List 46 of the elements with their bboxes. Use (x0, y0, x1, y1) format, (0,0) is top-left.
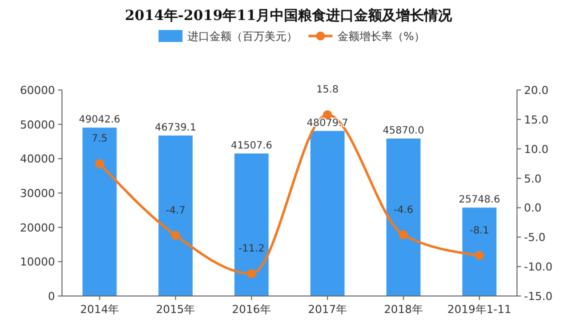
y-tick-label: 30000 (20, 187, 55, 200)
chart-title: 2014年-2019年11月中国粮食进口金额及增长情况 (124, 7, 454, 24)
bar (82, 128, 117, 296)
x-tick-label: 2018年 (384, 303, 423, 316)
y2-tick-label: 20.0 (524, 84, 548, 97)
data-label: 45870.0 (382, 126, 424, 137)
bar (310, 130, 345, 296)
y2-tick-label: 15.0 (524, 113, 548, 126)
y2-tick-label: 0.0 (524, 202, 542, 215)
legend-label: 进口金额（百万美元） (188, 30, 298, 43)
data-label: 49042.6 (78, 114, 120, 126)
y2-tick-label: -5.0 (524, 231, 546, 244)
legend-label: 金额增长率（%） (338, 30, 425, 43)
bar (462, 208, 496, 296)
y2-tick-label: 5.0 (524, 172, 542, 186)
bar (386, 138, 421, 296)
y-tick-label: 20000 (20, 221, 55, 234)
x-tick-label: 2019年1-11 (447, 303, 512, 316)
x-tick-label: 2015年 (156, 303, 196, 316)
data-label: -11.2 (238, 244, 264, 255)
data-label: 25748.6 (458, 194, 500, 206)
data-label: 15.8 (316, 84, 339, 96)
data-label: -4.7 (166, 205, 186, 216)
y-tick-label: 50000 (20, 118, 55, 132)
y-tick-label: 40000 (20, 152, 55, 166)
data-label: 41507.6 (230, 140, 272, 152)
point (474, 250, 484, 260)
x-tick-label: 2016年 (232, 303, 272, 316)
y-tick-label: 10000 (20, 256, 55, 269)
y2-tick-label: -10.0 (524, 260, 552, 274)
point (171, 230, 180, 240)
data-label: 7.5 (92, 134, 108, 145)
x-tick-label: 2017年 (308, 303, 347, 316)
point (95, 159, 104, 168)
bar (158, 136, 193, 296)
point (398, 230, 408, 240)
data-label: 46739.1 (154, 122, 196, 134)
y2-tick-label: -15.0 (524, 290, 552, 303)
y-tick-label: 60000 (20, 84, 55, 97)
data-label: -8.1 (470, 225, 490, 236)
bar (234, 153, 269, 296)
data-label: -4.6 (394, 204, 414, 216)
x-tick-label: 2014年 (80, 303, 120, 316)
y-tick-label: 0 (48, 290, 55, 303)
point (247, 269, 256, 278)
y2-tick-label: 10.0 (524, 142, 548, 156)
